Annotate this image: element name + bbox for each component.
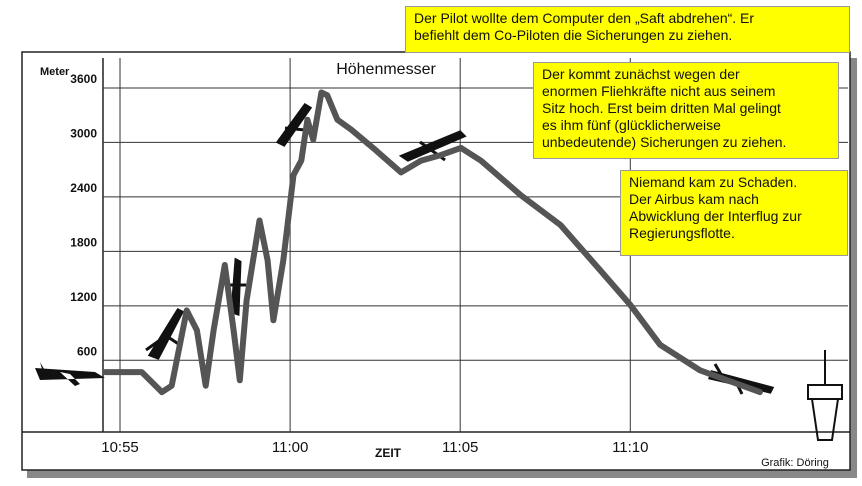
annotation-line: Abwicklung der Interflug zur [629, 208, 839, 225]
annotation-box: Der Pilot wollte dem Computer den „Saft … [405, 6, 850, 53]
annotation-line: es ihm fünf (glücklicherweise [542, 117, 830, 134]
annotation-line: enormen Fliehkräfte nicht aus seinem [542, 83, 830, 100]
y-axis-label: Meter [40, 66, 70, 78]
annotation-line: Sitz hoch. Erst beim dritten Mal gelingt [542, 100, 830, 117]
page: {"chart_data": { "type": "line", "title"… [0, 0, 862, 486]
x-tick-label: 11:10 [612, 439, 648, 456]
x-tick-label: 10:55 [101, 439, 139, 456]
y-tick-label: 1800 [70, 236, 97, 250]
credit: Grafik: Döring [761, 457, 829, 469]
annotation-line: befiehlt dem Co-Piloten die Sicherungen … [414, 27, 841, 44]
annotation-box: Niemand kam zu Schaden.Der Airbus kam na… [620, 170, 848, 256]
annotation-line: Niemand kam zu Schaden. [629, 174, 839, 191]
x-tick-label: 11:00 [272, 439, 308, 456]
chart-title: Höhenmesser [336, 61, 436, 78]
annotation-line: Der kommt zunächst wegen der [542, 66, 830, 83]
x-axis-label: ZEIT [375, 446, 402, 460]
annotation-line: unbedeutende) Sicherungen zu ziehen. [542, 134, 830, 151]
y-tick-label: 3000 [70, 127, 97, 141]
y-tick-label: 3600 [70, 72, 97, 86]
y-tick-label: 2400 [70, 181, 97, 195]
x-tick-label: 11:05 [442, 439, 478, 456]
y-tick-label: 600 [77, 344, 97, 358]
annotation-line: Regierungsflotte. [629, 225, 839, 242]
annotation-line: Der Airbus kam nach [629, 191, 839, 208]
y-tick-label: 1200 [70, 290, 97, 304]
annotation-line: Der Pilot wollte dem Computer den „Saft … [414, 10, 841, 27]
